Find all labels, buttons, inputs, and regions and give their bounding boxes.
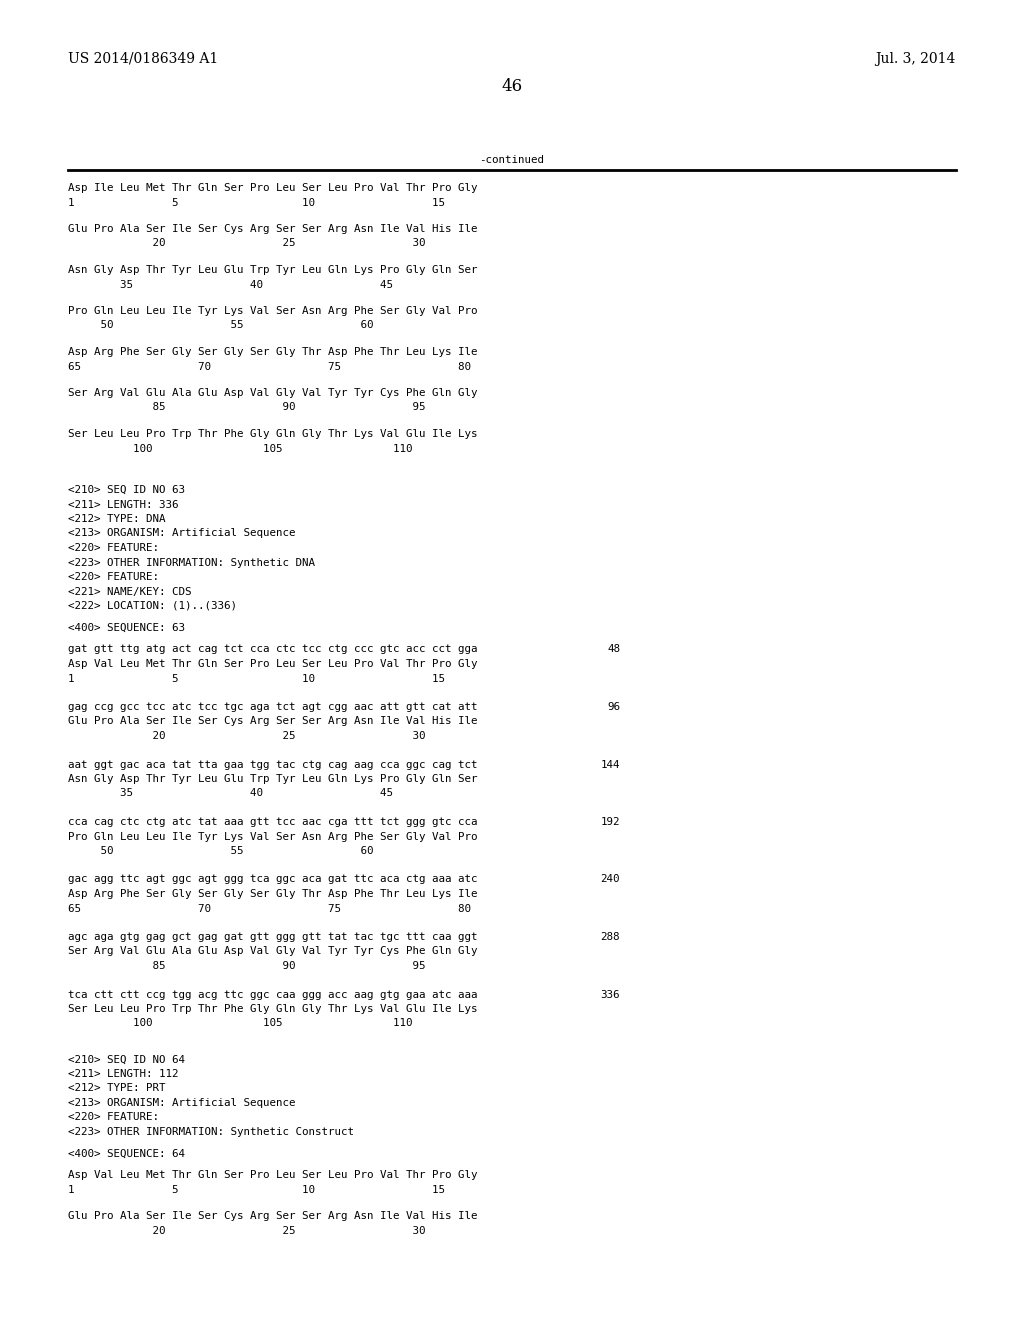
Text: 46: 46 [502,78,522,95]
Text: -continued: -continued [479,154,545,165]
Text: aat ggt gac aca tat tta gaa tgg tac ctg cag aag cca ggc cag tct: aat ggt gac aca tat tta gaa tgg tac ctg … [68,759,477,770]
Text: Jul. 3, 2014: Jul. 3, 2014 [876,51,956,66]
Text: <213> ORGANISM: Artificial Sequence: <213> ORGANISM: Artificial Sequence [68,528,296,539]
Text: 1               5                   10                  15: 1 5 10 15 [68,1185,445,1195]
Text: <220> FEATURE:: <220> FEATURE: [68,543,159,553]
Text: 240: 240 [600,874,620,884]
Text: Ser Leu Leu Pro Trp Thr Phe Gly Gln Gly Thr Lys Val Glu Ile Lys: Ser Leu Leu Pro Trp Thr Phe Gly Gln Gly … [68,1005,477,1014]
Text: <212> TYPE: PRT: <212> TYPE: PRT [68,1084,166,1093]
Text: gag ccg gcc tcc atc tcc tgc aga tct agt cgg aac att gtt cat att: gag ccg gcc tcc atc tcc tgc aga tct agt … [68,702,477,711]
Text: 20                  25                  30: 20 25 30 [68,731,426,741]
Text: 20                  25                  30: 20 25 30 [68,1226,426,1236]
Text: Ser Leu Leu Pro Trp Thr Phe Gly Gln Gly Thr Lys Val Glu Ile Lys: Ser Leu Leu Pro Trp Thr Phe Gly Gln Gly … [68,429,477,440]
Text: <223> OTHER INFORMATION: Synthetic DNA: <223> OTHER INFORMATION: Synthetic DNA [68,557,315,568]
Text: 85                  90                  95: 85 90 95 [68,961,426,972]
Text: <211> LENGTH: 112: <211> LENGTH: 112 [68,1069,178,1078]
Text: gac agg ttc agt ggc agt ggg tca ggc aca gat ttc aca ctg aaa atc: gac agg ttc agt ggc agt ggg tca ggc aca … [68,874,477,884]
Text: <212> TYPE: DNA: <212> TYPE: DNA [68,513,166,524]
Text: 50                  55                  60: 50 55 60 [68,846,374,855]
Text: <222> LOCATION: (1)..(336): <222> LOCATION: (1)..(336) [68,601,237,611]
Text: <211> LENGTH: 336: <211> LENGTH: 336 [68,499,178,510]
Text: 336: 336 [600,990,620,999]
Text: 100                 105                 110: 100 105 110 [68,444,413,454]
Text: 100                 105                 110: 100 105 110 [68,1019,413,1028]
Text: Asp Val Leu Met Thr Gln Ser Pro Leu Ser Leu Pro Val Thr Pro Gly: Asp Val Leu Met Thr Gln Ser Pro Leu Ser … [68,1171,477,1180]
Text: 1               5                   10                  15: 1 5 10 15 [68,673,445,684]
Text: <220> FEATURE:: <220> FEATURE: [68,572,159,582]
Text: Ser Arg Val Glu Ala Glu Asp Val Gly Val Tyr Tyr Cys Phe Gln Gly: Ser Arg Val Glu Ala Glu Asp Val Gly Val … [68,388,477,399]
Text: <223> OTHER INFORMATION: Synthetic Construct: <223> OTHER INFORMATION: Synthetic Const… [68,1127,354,1137]
Text: Glu Pro Ala Ser Ile Ser Cys Arg Ser Ser Arg Asn Ile Val His Ile: Glu Pro Ala Ser Ile Ser Cys Arg Ser Ser … [68,717,477,726]
Text: agc aga gtg gag gct gag gat gtt ggg gtt tat tac tgc ttt caa ggt: agc aga gtg gag gct gag gat gtt ggg gtt … [68,932,477,942]
Text: <221> NAME/KEY: CDS: <221> NAME/KEY: CDS [68,586,191,597]
Text: cca cag ctc ctg atc tat aaa gtt tcc aac cga ttt tct ggg gtc cca: cca cag ctc ctg atc tat aaa gtt tcc aac … [68,817,477,828]
Text: Glu Pro Ala Ser Ile Ser Cys Arg Ser Ser Arg Asn Ile Val His Ile: Glu Pro Ala Ser Ile Ser Cys Arg Ser Ser … [68,1212,477,1221]
Text: 192: 192 [600,817,620,828]
Text: 65                  70                  75                  80: 65 70 75 80 [68,362,471,371]
Text: gat gtt ttg atg act cag tct cca ctc tcc ctg ccc gtc acc cct gga: gat gtt ttg atg act cag tct cca ctc tcc … [68,644,477,655]
Text: 65                  70                  75                  80: 65 70 75 80 [68,903,471,913]
Text: <400> SEQUENCE: 63: <400> SEQUENCE: 63 [68,623,185,632]
Text: Pro Gln Leu Leu Ile Tyr Lys Val Ser Asn Arg Phe Ser Gly Val Pro: Pro Gln Leu Leu Ile Tyr Lys Val Ser Asn … [68,832,477,842]
Text: Asp Arg Phe Ser Gly Ser Gly Ser Gly Thr Asp Phe Thr Leu Lys Ile: Asp Arg Phe Ser Gly Ser Gly Ser Gly Thr … [68,888,477,899]
Text: Asn Gly Asp Thr Tyr Leu Glu Trp Tyr Leu Gln Lys Pro Gly Gln Ser: Asn Gly Asp Thr Tyr Leu Glu Trp Tyr Leu … [68,774,477,784]
Text: US 2014/0186349 A1: US 2014/0186349 A1 [68,51,218,66]
Text: <210> SEQ ID NO 63: <210> SEQ ID NO 63 [68,484,185,495]
Text: 96: 96 [607,702,620,711]
Text: 50                  55                  60: 50 55 60 [68,321,374,330]
Text: <220> FEATURE:: <220> FEATURE: [68,1113,159,1122]
Text: 35                  40                  45: 35 40 45 [68,788,393,799]
Text: Pro Gln Leu Leu Ile Tyr Lys Val Ser Asn Arg Phe Ser Gly Val Pro: Pro Gln Leu Leu Ile Tyr Lys Val Ser Asn … [68,306,477,315]
Text: 35                  40                  45: 35 40 45 [68,280,393,289]
Text: Asp Val Leu Met Thr Gln Ser Pro Leu Ser Leu Pro Val Thr Pro Gly: Asp Val Leu Met Thr Gln Ser Pro Leu Ser … [68,659,477,669]
Text: Asn Gly Asp Thr Tyr Leu Glu Trp Tyr Leu Gln Lys Pro Gly Gln Ser: Asn Gly Asp Thr Tyr Leu Glu Trp Tyr Leu … [68,265,477,275]
Text: 20                  25                  30: 20 25 30 [68,239,426,248]
Text: 1               5                   10                  15: 1 5 10 15 [68,198,445,207]
Text: 288: 288 [600,932,620,942]
Text: Glu Pro Ala Ser Ile Ser Cys Arg Ser Ser Arg Asn Ile Val His Ile: Glu Pro Ala Ser Ile Ser Cys Arg Ser Ser … [68,224,477,234]
Text: 85                  90                  95: 85 90 95 [68,403,426,412]
Text: Asp Ile Leu Met Thr Gln Ser Pro Leu Ser Leu Pro Val Thr Pro Gly: Asp Ile Leu Met Thr Gln Ser Pro Leu Ser … [68,183,477,193]
Text: Asp Arg Phe Ser Gly Ser Gly Ser Gly Thr Asp Phe Thr Leu Lys Ile: Asp Arg Phe Ser Gly Ser Gly Ser Gly Thr … [68,347,477,356]
Text: tca ctt ctt ccg tgg acg ttc ggc caa ggg acc aag gtg gaa atc aaa: tca ctt ctt ccg tgg acg ttc ggc caa ggg … [68,990,477,999]
Text: <210> SEQ ID NO 64: <210> SEQ ID NO 64 [68,1055,185,1064]
Text: 144: 144 [600,759,620,770]
Text: 48: 48 [607,644,620,655]
Text: <400> SEQUENCE: 64: <400> SEQUENCE: 64 [68,1148,185,1159]
Text: Ser Arg Val Glu Ala Glu Asp Val Gly Val Tyr Tyr Cys Phe Gln Gly: Ser Arg Val Glu Ala Glu Asp Val Gly Val … [68,946,477,957]
Text: <213> ORGANISM: Artificial Sequence: <213> ORGANISM: Artificial Sequence [68,1098,296,1107]
